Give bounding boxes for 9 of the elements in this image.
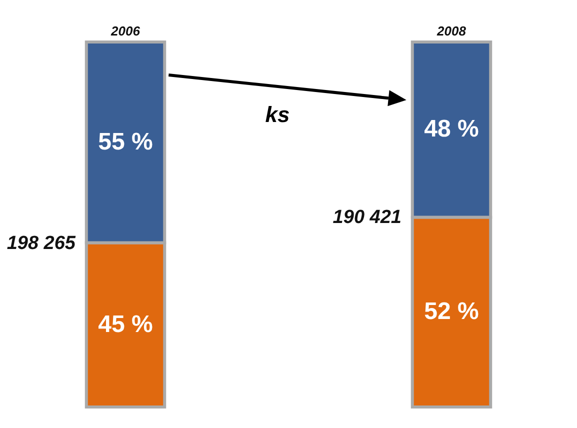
data-label: 52 % (424, 298, 479, 326)
annotation: 198 265 (6, 232, 76, 254)
data-label: 55 % (98, 128, 153, 156)
data-label: 45 % (98, 310, 153, 338)
data-label: 48 % (424, 116, 479, 143)
x-tick-label: 2006 (110, 24, 141, 38)
annotation: 190 421 (332, 207, 402, 228)
x-tick-label: 2008 (436, 24, 467, 38)
annotation: ks (265, 102, 290, 127)
